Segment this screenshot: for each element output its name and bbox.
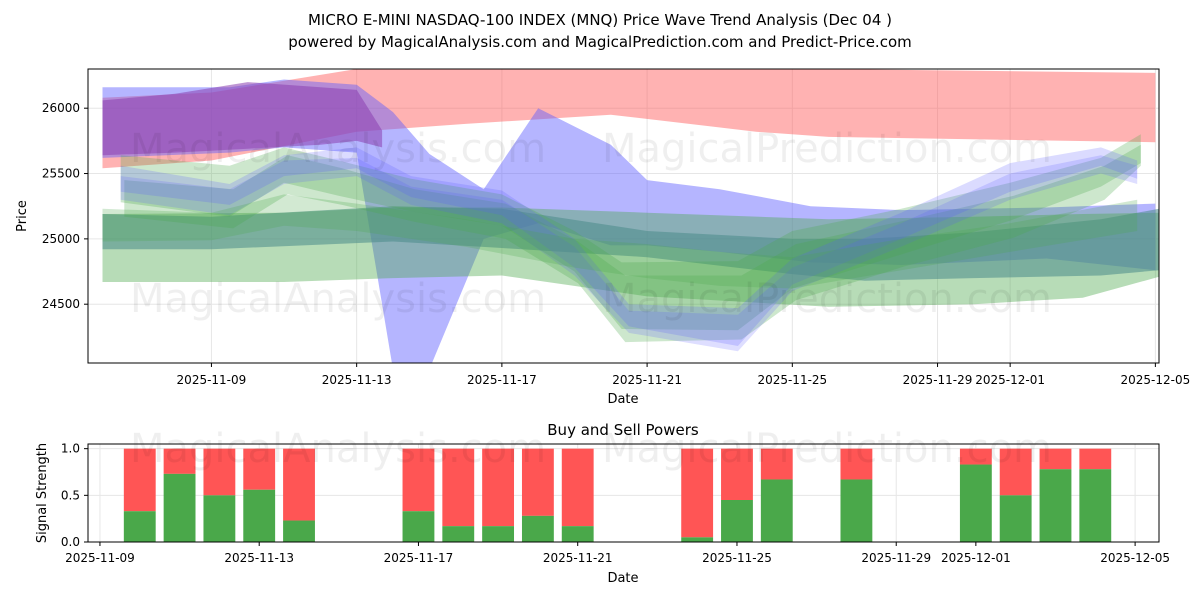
buy-power-bar-11	[721, 500, 753, 542]
signal-chart-frame	[87, 443, 1160, 543]
sell-power-bar-14	[959, 448, 992, 465]
price-x-tick-label-3: 2025-11-21	[612, 373, 682, 387]
price-chart-frame	[87, 68, 1160, 364]
watermark-analysis-top-1: MagicalAnalysis.com	[130, 126, 546, 172]
chart-title-line1: MICRO E-MINI NASDAQ-100 INDEX (MNQ) Pric…	[307, 11, 893, 29]
buy-power-bar-0	[123, 511, 156, 542]
buy-power-bar-2	[203, 495, 236, 542]
signal-x-tick-label-5: 2025-11-29	[861, 551, 931, 565]
price-wave-bands	[102, 69, 1159, 363]
signal-bars	[123, 448, 1112, 542]
buy-power-bar-12	[760, 479, 793, 542]
signal-chart-y-ticks: 0.0 0.5 1.0	[61, 442, 88, 549]
buy-power-bar-7	[482, 526, 515, 542]
sell-power-bar-12	[760, 448, 793, 480]
sell-power-bar-0	[123, 448, 156, 512]
sell-power-bar-10	[681, 448, 714, 538]
buy-power-bar-4	[283, 520, 315, 542]
price-wave-band-4	[102, 206, 1159, 281]
sell-power-bar-15	[999, 448, 1032, 496]
buy-power-bar-13	[840, 479, 873, 542]
price-wave-band-5	[120, 134, 1141, 331]
price-x-tick-label-5: 2025-11-29	[903, 373, 973, 387]
price-y-tick-label-2: 25500	[42, 167, 80, 181]
watermark-analysis-top-2: MagicalAnalysis.com	[130, 276, 546, 322]
signal-x-tick-label-6: 2025-12-01	[941, 551, 1011, 565]
signal-y-tick-label-1: 0.5	[61, 488, 80, 502]
price-x-tick-label-7: 2025-12-05	[1120, 373, 1190, 387]
signal-x-tick-label-1: 2025-11-13	[224, 551, 294, 565]
signal-chart-ylabel: Signal Strength	[35, 443, 50, 543]
price-wave-band-9	[102, 194, 1138, 289]
sell-power-bar-7	[482, 448, 515, 527]
buy-power-bar-17	[1079, 469, 1112, 542]
sell-power-bar-3	[243, 448, 276, 490]
buy-power-bar-9	[561, 526, 594, 542]
price-x-tick-label-1: 2025-11-13	[322, 373, 392, 387]
sell-power-bar-13	[840, 448, 873, 480]
price-y-tick-label-1: 25000	[42, 232, 80, 246]
sell-power-bar-9	[561, 448, 594, 527]
buy-power-bar-15	[999, 495, 1032, 542]
price-y-tick-label-3: 26000	[42, 101, 80, 115]
signal-x-tick-label-0: 2025-11-09	[65, 551, 135, 565]
price-wave-band-7	[120, 147, 1138, 346]
signal-x-tick-label-7: 2025-12-05	[1100, 551, 1170, 565]
price-wave-band-0	[102, 69, 1156, 169]
price-wave-band-2	[102, 82, 383, 156]
buy-power-bar-14	[959, 464, 992, 542]
price-chart-xlabel: Date	[607, 392, 638, 407]
signal-y-tick-label-2: 1.0	[61, 442, 80, 456]
sell-power-bar-1	[163, 448, 196, 474]
signal-chart-x-ticks: 2025-11-09 2025-11-13 2025-11-17 2025-11-21…	[65, 542, 1170, 565]
sell-power-bar-16	[1039, 448, 1072, 470]
sell-power-bar-5	[402, 448, 435, 512]
buy-power-bar-8	[521, 515, 554, 542]
signal-chart-xlabel: Date	[607, 571, 638, 586]
sell-power-bar-8	[521, 448, 554, 516]
buy-power-bar-10	[681, 537, 714, 542]
price-x-tick-label-2: 2025-11-17	[467, 373, 537, 387]
chart-title-line2: powered by MagicalAnalysis.com and Magic…	[288, 33, 912, 51]
signal-x-tick-label-2: 2025-11-17	[384, 551, 454, 565]
price-y-tick-label-0: 24500	[42, 297, 80, 311]
sell-power-bar-2	[203, 448, 236, 496]
buy-power-bar-3	[243, 489, 276, 542]
watermark-prediction-bottom: MagicalPrediction.com	[602, 426, 1052, 472]
price-x-tick-label-4: 2025-11-25	[757, 373, 827, 387]
price-wave-band-6	[124, 144, 1141, 343]
buy-power-bar-5	[402, 511, 435, 542]
price-x-tick-label-0: 2025-11-09	[177, 373, 247, 387]
sell-power-bar-11	[721, 448, 753, 500]
watermark-prediction-top-1: MagicalPrediction.com	[602, 126, 1052, 172]
buy-power-bar-1	[163, 473, 196, 542]
price-wave-band-8	[120, 155, 1138, 352]
signal-y-tick-label-0: 0.0	[61, 535, 80, 549]
sell-power-bar-17	[1079, 448, 1112, 470]
buy-power-bar-6	[442, 526, 475, 542]
buy-power-bar-16	[1039, 469, 1072, 542]
price-chart: MagicalAnalysis.com MagicalPrediction.co…	[15, 68, 1190, 407]
signal-x-tick-label-3: 2025-11-21	[543, 551, 613, 565]
price-chart-x-ticks: 2025-11-09 2025-11-13 2025-11-17 2025-11-21…	[177, 363, 1190, 387]
sell-power-bar-4	[283, 448, 315, 521]
price-chart-ylabel: Price	[15, 200, 30, 232]
signal-chart-title: Buy and Sell Powers	[547, 421, 699, 439]
price-x-tick-label-6: 2025-12-01	[975, 373, 1045, 387]
signal-chart: Buy and Sell Powers MagicalAnalysis.com …	[35, 421, 1170, 586]
watermark-analysis-bottom: MagicalAnalysis.com	[130, 426, 546, 472]
price-wave-band-1	[102, 79, 1156, 363]
price-chart-y-ticks: 24500 25000 25500 26000	[42, 101, 88, 311]
sell-power-bar-6	[442, 448, 475, 527]
watermark-prediction-top-2: MagicalPrediction.com	[602, 276, 1052, 322]
signal-x-tick-label-4: 2025-11-25	[702, 551, 772, 565]
